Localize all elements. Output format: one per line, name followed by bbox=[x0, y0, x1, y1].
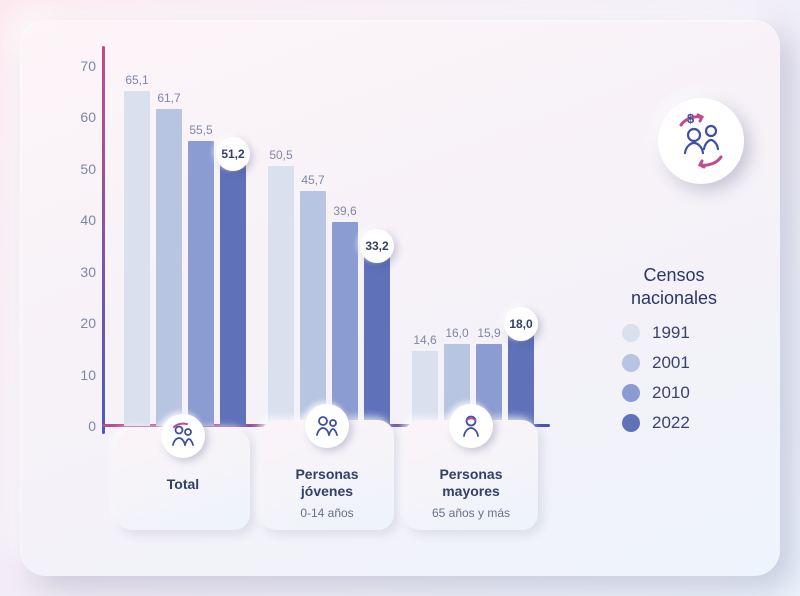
legend-swatch bbox=[622, 354, 640, 372]
bar-value-label: 50,5 bbox=[269, 148, 292, 162]
y-tick-label: 0 bbox=[88, 418, 96, 434]
legend-swatch bbox=[622, 414, 640, 432]
bar-group-total: 65,161,755,551,2 bbox=[124, 66, 246, 426]
bar-value-label: 15,9 bbox=[477, 326, 500, 340]
category-title: Personas mayores bbox=[414, 466, 528, 500]
category-pill-mayores: Personas mayores 65 años y más bbox=[404, 420, 538, 530]
bar-total-2010: 55,5 bbox=[188, 141, 214, 426]
bar-jovenes-2010: 39,6 bbox=[332, 222, 358, 426]
bar-mayores-1991: 14,6 bbox=[412, 351, 438, 426]
bar-value-label: 51,2 bbox=[216, 137, 250, 171]
chart-card: 010203040506070 65,161,755,551,250,545,7… bbox=[20, 20, 780, 576]
legend-swatch bbox=[622, 324, 640, 342]
legend-label: 2022 bbox=[652, 413, 690, 433]
svg-text:$: $ bbox=[687, 111, 695, 126]
y-tick-label: 60 bbox=[80, 109, 96, 125]
y-tick-label: 30 bbox=[80, 264, 96, 280]
category-subtitle: 65 años y más bbox=[414, 506, 528, 520]
legend-item-2010: 2010 bbox=[622, 383, 744, 403]
bar-value-label: 61,7 bbox=[157, 91, 180, 105]
legend-title: Censos nacionales bbox=[604, 264, 744, 309]
legend-label: 2010 bbox=[652, 383, 690, 403]
legend-item-2001: 2001 bbox=[622, 353, 744, 373]
bar-total-2001: 61,7 bbox=[156, 109, 182, 426]
bar-value-label: 39,6 bbox=[333, 204, 356, 218]
children-icon bbox=[305, 404, 349, 448]
legend-item-2022: 2022 bbox=[622, 413, 744, 433]
legend-title-line2: nacionales bbox=[631, 288, 717, 308]
legend-item-1991: 1991 bbox=[622, 323, 744, 343]
legend-title-line1: Censos bbox=[643, 265, 704, 285]
bar-total-1991: 65,1 bbox=[124, 91, 150, 426]
y-tick-label: 50 bbox=[80, 161, 96, 177]
category-subtitle: 0-14 años bbox=[270, 506, 384, 520]
bar-group-mayores: 14,6 16,0 15,9 18,0 bbox=[412, 66, 534, 426]
category-title: Personas jóvenes bbox=[270, 466, 384, 500]
bar-value-label: 18,0 bbox=[504, 307, 538, 341]
bar-value-label: 65,1 bbox=[125, 73, 148, 87]
bar-value-label: 55,5 bbox=[189, 123, 212, 137]
y-tick-label: 40 bbox=[80, 212, 96, 228]
plot-area: 010203040506070 65,161,755,551,250,545,7… bbox=[110, 66, 540, 426]
bar-value-label: 16,0 bbox=[445, 326, 468, 340]
category-pill-jovenes: Personas jóvenes 0-14 años bbox=[260, 420, 394, 530]
legend-swatch bbox=[622, 384, 640, 402]
bar-jovenes-2022: 33,2 bbox=[364, 255, 390, 426]
family-dependency-icon bbox=[161, 414, 205, 458]
bar-mayores-2022: 18,0 bbox=[508, 333, 534, 426]
bar-value-label: 33,2 bbox=[360, 229, 394, 263]
y-tick-label: 20 bbox=[80, 315, 96, 331]
bar-value-label: 14,6 bbox=[413, 333, 436, 347]
y-tick-label: 10 bbox=[80, 367, 96, 383]
bar-group-jovenes: 50,545,739,633,2 bbox=[268, 66, 390, 426]
category-title: Total bbox=[126, 476, 240, 493]
elderly-icon bbox=[449, 404, 493, 448]
legend: Censos nacionales 1991 2001 2010 2022 bbox=[604, 264, 744, 443]
y-axis bbox=[102, 46, 105, 434]
bar-value-label: 45,7 bbox=[301, 173, 324, 187]
y-tick-label: 70 bbox=[80, 58, 96, 74]
bar-jovenes-2001: 45,7 bbox=[300, 191, 326, 426]
legend-label: 2001 bbox=[652, 353, 690, 373]
bar-jovenes-1991: 50,5 bbox=[268, 166, 294, 426]
bar-total-2022: 51,2 bbox=[220, 163, 246, 426]
legend-label: 1991 bbox=[652, 323, 690, 343]
category-pill-total: Total bbox=[116, 430, 250, 530]
dependency-cost-icon: $ bbox=[658, 98, 744, 184]
